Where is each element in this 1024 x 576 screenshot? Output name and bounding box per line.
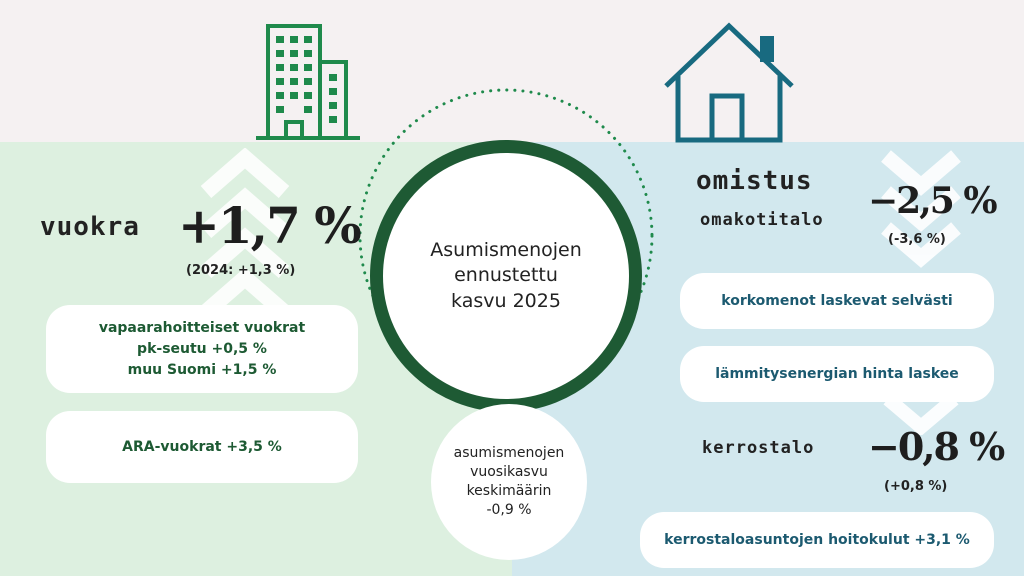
- ownership-heading: omistus: [696, 166, 813, 196]
- rent-value: +1,7 %: [178, 196, 362, 255]
- house-value: −2,5 %: [868, 180, 998, 222]
- apartment-prev: (+0,8 %): [884, 479, 948, 494]
- center-title: Asumismenojen ennustettu kasvu 2025: [430, 238, 582, 312]
- top-band: [0, 0, 1024, 142]
- average-text: asumismenojen vuosikasvu keskimäärin -0,…: [453, 445, 565, 518]
- pill-heating: lämmitysenergian hinta laskee: [680, 346, 994, 402]
- rent-pill-ara: ARA-vuokrat +3,5 %: [46, 411, 358, 483]
- pill-maintenance: kerrostaloasuntojen hoitokulut +3,1 %: [640, 512, 994, 568]
- average-bubble: asumismenojen vuosikasvu keskimäärin -0,…: [431, 404, 587, 560]
- apartment-value: −0,8 %: [868, 424, 1005, 469]
- center-ring: Asumismenojen ennustettu kasvu 2025: [370, 140, 642, 412]
- down-arrow-icon: [881, 150, 961, 268]
- apartment-label: kerrostalo: [702, 438, 815, 458]
- rent-pill-free: vapaarahoitteiset vuokrat pk-seutu +0,5 …: [46, 305, 358, 393]
- up-arrow-icon: [200, 148, 290, 318]
- rent-prev: (2024: +1,3 %): [186, 263, 296, 278]
- apartment-building-icon: [256, 24, 360, 140]
- house-icon: [664, 22, 794, 143]
- pill-interest: korkomenot laskevat selvästi: [680, 273, 994, 329]
- house-label: omakotitalo: [700, 210, 824, 230]
- down-arrow-icon: [883, 395, 959, 435]
- dotted-ring: [358, 88, 654, 384]
- rent-heading: vuokra: [40, 212, 140, 242]
- house-prev: (-3,6 %): [888, 232, 946, 247]
